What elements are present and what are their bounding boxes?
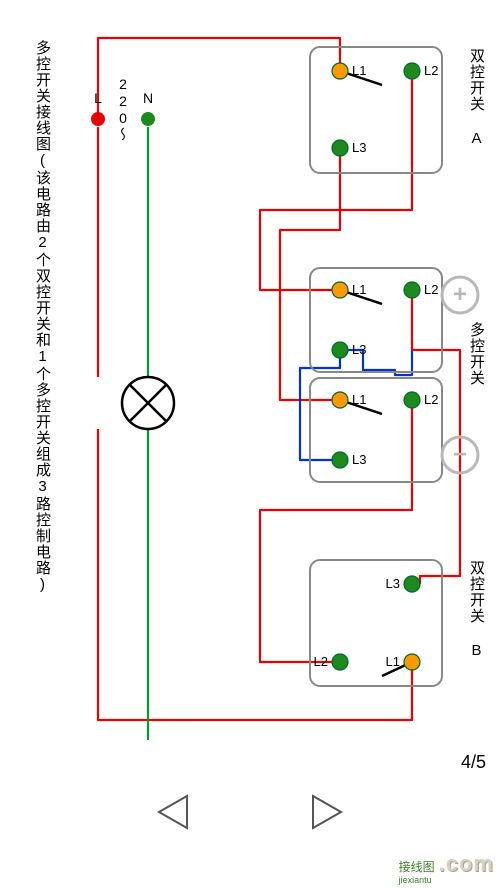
multi-switch-title: 多控开关 <box>466 322 487 386</box>
caption: 多控开关接线图(该电路由2个双控开关和1个多控开关组成3路控制电路) <box>32 40 53 740</box>
supply-live-label: L <box>94 90 102 106</box>
switch-b-title: 双控开关 B <box>466 560 487 660</box>
voltage-label: 220～ <box>113 76 133 142</box>
wire <box>260 79 412 290</box>
terminal-label: L2 <box>314 654 328 669</box>
terminal-B-L1 <box>404 654 420 670</box>
watermark-text-2: jiexiantu <box>399 875 435 885</box>
wire <box>98 429 412 720</box>
chevron-left-icon <box>151 790 195 834</box>
terminal-label: L2 <box>424 392 438 407</box>
next-button[interactable] <box>305 790 349 834</box>
supply-live-dot <box>91 112 105 126</box>
supply-neutral-dot <box>141 112 155 126</box>
prev-button[interactable] <box>151 790 195 834</box>
watermark-large: .com <box>439 851 494 877</box>
terminal-label: L3 <box>352 342 366 357</box>
minus-icon: − <box>453 441 467 468</box>
terminal-multi-bottom-L2 <box>404 392 420 408</box>
switch-box-multi-bottom <box>310 378 442 482</box>
terminal-label: L1 <box>352 392 366 407</box>
watermark-text-1: 接线图 <box>399 858 435 875</box>
terminal-A-L3 <box>332 140 348 156</box>
terminal-label: L1 <box>352 63 366 78</box>
terminal-A-L1 <box>332 63 348 79</box>
terminal-label: L3 <box>352 452 366 467</box>
terminal-multi-bottom-L1 <box>332 392 348 408</box>
terminal-label: L3 <box>386 576 400 591</box>
circuit-diagram: L N L1 L2 L3 L1 L2 L3 L1 L2 L3 L1 L2 L3 + − <box>0 0 500 760</box>
terminal-multi-top-L1 <box>332 282 348 298</box>
terminal-label: L2 <box>424 282 438 297</box>
terminal-multi-bottom-L3 <box>332 452 348 468</box>
terminal-multi-top-L3 <box>332 342 348 358</box>
terminal-A-L2 <box>404 63 420 79</box>
switch-box-A <box>310 47 442 173</box>
terminal-label: L1 <box>386 654 400 669</box>
switch-box-B <box>310 560 442 686</box>
switch-box-multi-top <box>310 268 442 372</box>
terminal-B-L2 <box>332 654 348 670</box>
terminal-B-L3 <box>404 576 420 592</box>
wire <box>260 408 412 662</box>
plus-icon: + <box>453 281 467 308</box>
watermark: 接线图 jiexiantu .com <box>399 851 494 885</box>
terminal-multi-top-L2 <box>404 282 420 298</box>
terminal-label: L1 <box>352 282 366 297</box>
switch-a-title: 双控开关 A <box>466 48 487 148</box>
page-indicator: 4/5 <box>461 752 486 773</box>
wire <box>98 38 340 119</box>
chevron-right-icon <box>305 790 349 834</box>
wire <box>300 358 340 460</box>
terminal-label: L2 <box>424 63 438 78</box>
supply-neutral-label: N <box>143 90 153 106</box>
terminal-label: L3 <box>352 140 366 155</box>
